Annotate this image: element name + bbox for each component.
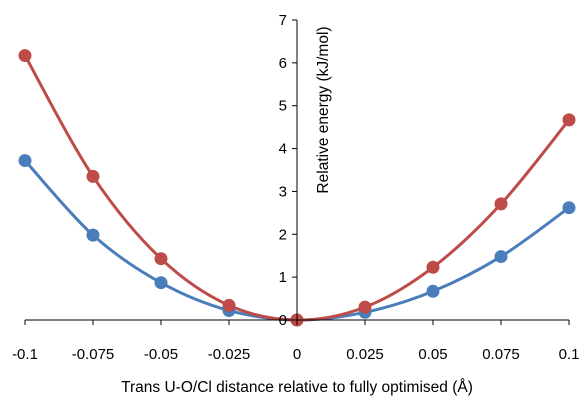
y-tick-label: 1 — [279, 269, 287, 286]
series-1-point — [562, 201, 576, 215]
y-tick-label: 2 — [279, 226, 287, 243]
series-1-point — [18, 154, 32, 168]
series-2-point — [86, 169, 100, 183]
y-tick-label: 6 — [279, 55, 287, 72]
x-tick-label: -0.075 — [72, 346, 115, 363]
series-1-point — [86, 228, 100, 242]
series-2-point — [562, 113, 576, 127]
x-tick-label: 0 — [293, 346, 301, 363]
series-2-point — [154, 252, 168, 266]
x-axis-title: Trans U-O/Cl distance relative to fully … — [121, 379, 473, 396]
y-axis-title: Relative energy (kJ/mol) — [315, 26, 332, 193]
y-tick-label: 3 — [279, 183, 287, 200]
series-2-point — [358, 300, 372, 314]
x-tick-label: 0.025 — [346, 346, 384, 363]
x-tick-label: 0.1 — [559, 346, 580, 363]
series-2-point — [426, 260, 440, 274]
x-tick-label: -0.025 — [208, 346, 251, 363]
series-markers — [18, 49, 576, 327]
y-tick-label: 4 — [279, 141, 287, 158]
x-axis-ticks: -0.1 -0.075 -0.05 -0.025 0 0.025 0.05 0.075 0.1 — [12, 320, 579, 363]
series-2-point — [222, 298, 236, 312]
x-tick-label: -0.1 — [12, 346, 38, 363]
x-tick-label: 0.075 — [482, 346, 520, 363]
series-2-point — [494, 197, 508, 211]
series-1-point — [154, 276, 168, 290]
y-tick-label: 5 — [279, 98, 287, 115]
series-1-point — [426, 284, 440, 298]
series-2-point — [18, 49, 32, 63]
series-1-point — [494, 250, 508, 264]
x-tick-label: -0.05 — [144, 346, 178, 363]
x-tick-label: 0.05 — [418, 346, 447, 363]
y-axis-ticks: 0 1 2 3 4 5 6 7 — [279, 12, 297, 329]
y-tick-label: 7 — [279, 12, 287, 29]
y-tick-label: 0 — [279, 312, 287, 329]
axes — [25, 20, 569, 321]
